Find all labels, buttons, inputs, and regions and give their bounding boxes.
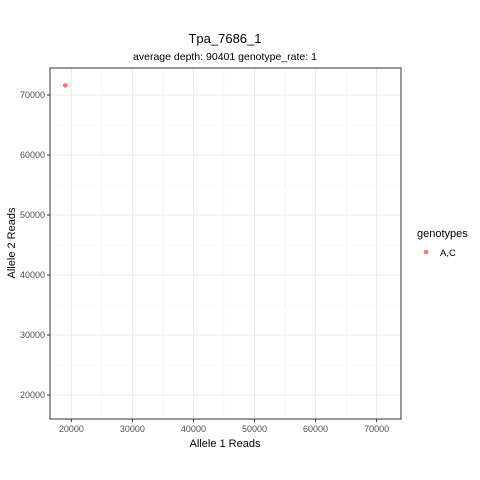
y-tick-label: 50000 — [20, 210, 45, 220]
legend-label-a-c: A,C — [440, 248, 456, 259]
x-tick-label: 70000 — [364, 424, 389, 434]
x-tick-label: 60000 — [303, 424, 328, 434]
y-axis-ticks: 20000 30000 40000 50000 60000 70000 — [20, 90, 50, 400]
x-axis-label: Allele 1 Reads — [190, 438, 261, 450]
legend: genotypes A,C — [417, 228, 468, 259]
y-tick-label: 70000 — [20, 90, 45, 100]
y-tick-label: 60000 — [20, 150, 45, 160]
legend-title: genotypes — [417, 228, 468, 240]
x-tick-label: 20000 — [59, 424, 84, 434]
plot-panel-background — [50, 68, 401, 419]
x-tick-label: 50000 — [242, 424, 267, 434]
legend-key-a-c — [423, 249, 429, 255]
y-tick-label: 30000 — [20, 330, 45, 340]
grid-lines — [50, 68, 401, 419]
data-point — [62, 83, 68, 88]
plot-panel-border — [49, 67, 402, 420]
x-tick-label: 40000 — [181, 424, 206, 434]
y-tick-label: 20000 — [20, 390, 45, 400]
chart-subtitle: average depth: 90401 genotype_rate: 1 — [133, 51, 317, 63]
x-axis-ticks: 20000 30000 40000 50000 60000 70000 — [59, 419, 389, 434]
y-tick-label: 40000 — [20, 270, 45, 280]
y-axis-label: Allele 2 Reads — [6, 207, 18, 278]
data-points — [62, 83, 68, 88]
chart-title: Tpa_7686_1 — [188, 31, 261, 46]
x-tick-label: 30000 — [120, 424, 145, 434]
